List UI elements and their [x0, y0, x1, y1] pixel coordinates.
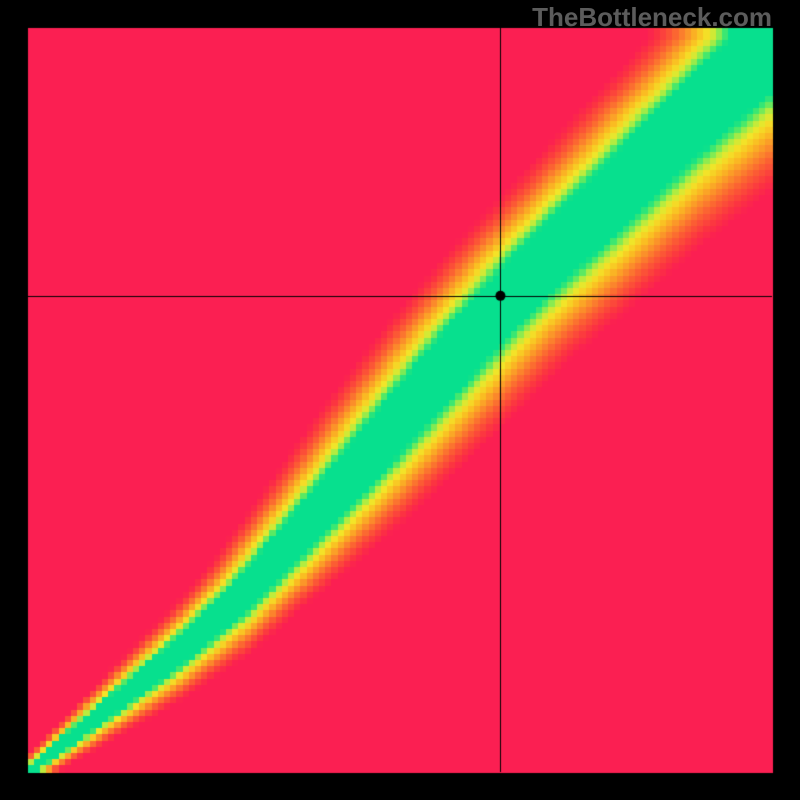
bottleneck-heatmap [0, 0, 800, 800]
chart-container: { "canvas": { "width": 800, "height": 80… [0, 0, 800, 800]
watermark-text: TheBottleneck.com [532, 2, 772, 33]
